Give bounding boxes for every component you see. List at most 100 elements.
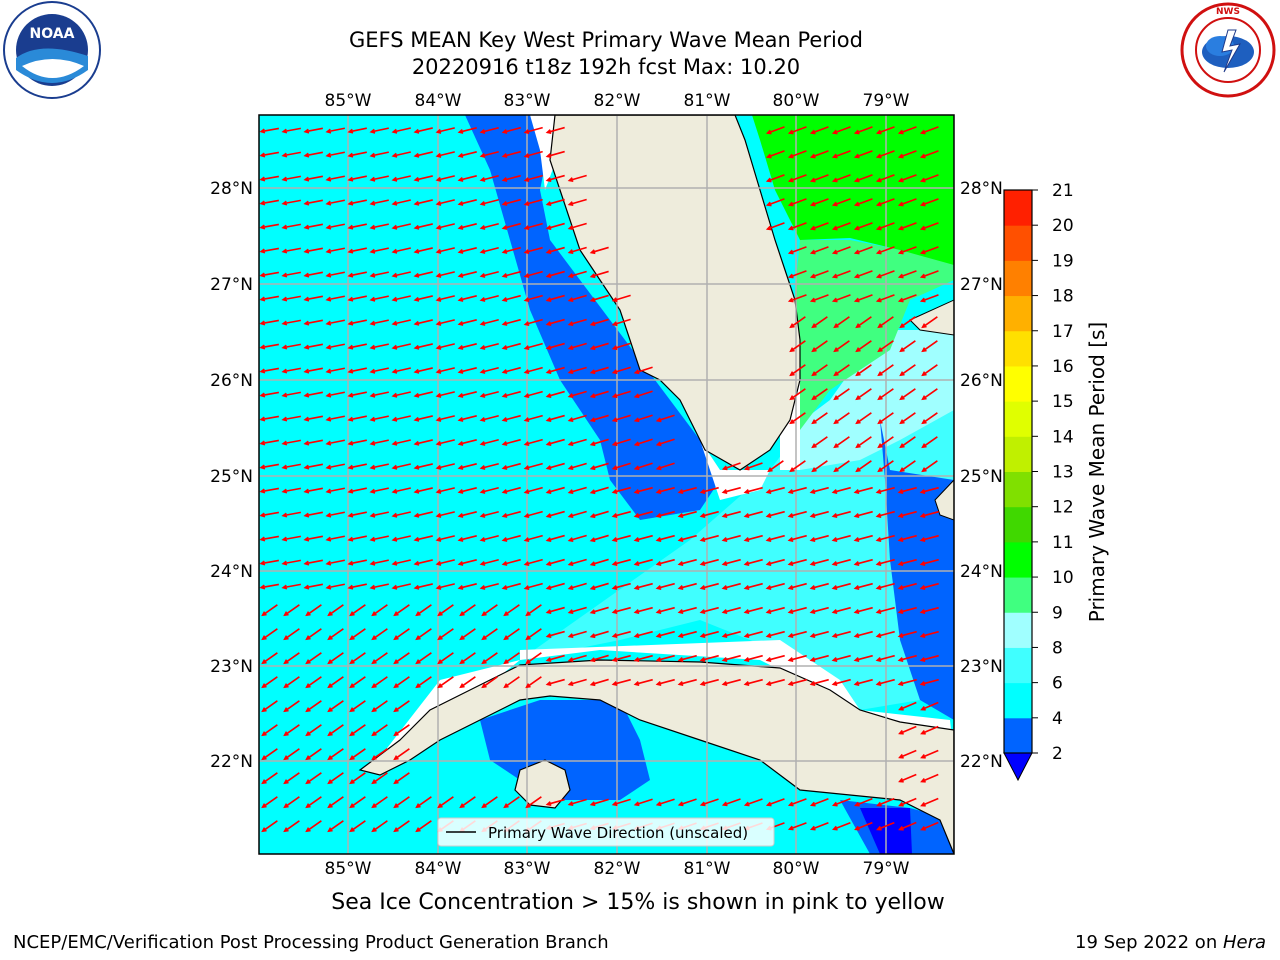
lat-label-right: 24°N [960,562,1003,582]
wave-direction-arrow [699,798,719,807]
wave-direction-arrow [457,271,477,278]
wave-direction-arrow [589,438,609,447]
wave-direction-arrow [459,676,476,689]
wave-direction-arrow [919,678,939,686]
wave-direction-arrow [413,535,433,542]
wave-direction-arrow [899,460,916,473]
wave-direction-arrow [303,391,323,398]
wave-direction-arrow [809,126,829,135]
wave-direction-arrow [391,367,411,374]
wave-direction-arrow [833,460,850,473]
wave-direction-arrow [809,606,829,614]
wave-direction-arrow [875,606,895,614]
wave-direction-arrow [545,126,565,135]
wave-direction-arrow [831,606,851,614]
wave-direction-arrow [567,630,587,639]
wave-direction-arrow [391,463,411,470]
wave-direction-arrow [743,798,763,807]
wave-direction-arrow [787,222,807,231]
wave-direction-arrow [545,294,565,303]
latitude-labels-left: 28°N 27°N 26°N 25°N 24°N 23°N 22°N [210,179,253,772]
wave-direction-arrow [503,652,520,665]
wave-direction-arrow [854,821,873,831]
wave-direction-arrow [545,510,565,519]
wave-direction-arrow [303,271,323,278]
wave-direction-arrow [281,223,301,230]
wave-direction-arrow [919,606,939,614]
wave-direction-arrow [261,652,278,665]
wave-direction-arrow [655,678,675,686]
lat-label-left: 24°N [210,562,253,582]
wave-direction-arrow [259,535,280,542]
wave-direction-arrow [435,223,455,230]
colorbar-segment [1004,436,1032,472]
wave-direction-arrow [413,127,433,134]
lat-label-right: 25°N [960,467,1003,487]
wave-direction-arrow [853,486,873,494]
wave-direction-arrow [413,583,433,590]
colorbar-tick-label: 9 [1052,603,1063,623]
wave-direction-arrow [305,604,322,617]
wave-direction-arrow [281,487,301,494]
wave-direction-arrow [259,223,280,230]
wave-direction-arrow [897,294,917,303]
wave-direction-arrow [371,652,388,665]
wave-direction-arrow [567,318,587,327]
wave-direction-arrow [413,367,433,374]
wave-direction-arrow [765,150,785,159]
map-frame [258,114,955,855]
wave-direction-arrow [611,606,631,614]
wave-direction-arrow [393,724,410,737]
wave-direction-arrow [347,415,367,422]
lat-label-left: 28°N [210,179,253,199]
colorbar-tick-label: 15 [1052,392,1074,412]
wave-direction-arrow [589,654,609,663]
wave-direction-arrow [501,270,521,278]
wave-direction-arrow [743,582,763,590]
wave-direction-arrow [765,558,785,566]
wave-direction-arrow [435,535,455,542]
wave-direction-arrow [853,246,873,255]
wave-direction-arrow [305,724,322,737]
wave-direction-arrow [501,390,521,398]
wave-direction-arrow [437,604,454,617]
wave-direction-arrow [325,487,345,494]
wave-direction-arrow [503,604,520,617]
colorbar-segment [1004,541,1032,578]
wave-direction-arrow [655,582,675,590]
wave-direction-arrow [259,415,280,422]
wave-direction-arrow [369,487,389,494]
wave-direction-arrow [283,604,300,617]
wave-direction-arrow [721,486,741,494]
wave-direction-arrow [347,199,367,206]
colorbar-tick-label: 17 [1052,322,1074,342]
wave-direction-arrow [349,748,366,761]
wave-direction-arrow [589,630,609,639]
wave-direction-arrow [833,388,850,401]
wave-direction-arrow [393,604,410,617]
wave-direction-arrow [897,678,917,686]
wave-direction-arrow [921,364,938,377]
wave-direction-arrow [699,486,719,494]
wave-direction-arrow [503,796,520,809]
colorbar-segment [1004,647,1032,684]
wave-direction-arrow [875,222,895,231]
wave-direction-arrow [721,558,741,566]
wave-direction-arrow [479,174,499,182]
colorbar-under-triangle [1003,752,1033,782]
wave-direction-arrow [920,773,939,783]
wave-direction-arrow [479,342,499,350]
lon-label-bottom: 83°W [504,859,551,879]
wave-direction-arrow [633,486,653,494]
wave-direction-arrow [479,438,499,446]
wave-direction-arrow [876,797,895,807]
wave-direction-arrow [325,199,345,206]
wave-direction-arrow [413,391,433,398]
wave-direction-arrow [765,534,785,542]
colorbar-segment [1004,612,1032,648]
wave-direction-arrow [501,198,521,206]
wave-direction-arrow [369,295,389,302]
wave-direction-arrow [349,700,366,713]
wave-direction-arrow [281,127,301,134]
wave-direction-arrow [349,604,366,617]
